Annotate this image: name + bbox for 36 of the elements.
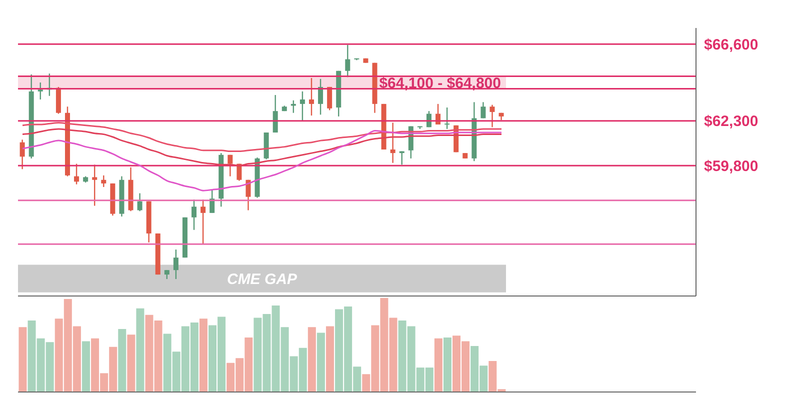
bar — [127, 334, 136, 392]
candlestick — [101, 174, 106, 188]
bar — [443, 337, 452, 392]
candlestick — [345, 44, 350, 78]
line-series — [22, 122, 502, 152]
candlestick — [38, 82, 43, 100]
candlestick — [192, 198, 197, 230]
candlestick — [308, 77, 314, 116]
candlestick — [300, 90, 305, 122]
band-label: $64,100 - $64,800 — [379, 74, 501, 92]
bar — [82, 341, 90, 392]
bar — [326, 326, 334, 392]
candlestick — [20, 139, 25, 170]
y-tick-label: $62,300 — [704, 113, 758, 130]
bar — [118, 329, 126, 392]
candlestick — [444, 106, 450, 130]
candlestick — [173, 248, 178, 280]
bar — [136, 308, 144, 392]
candlestick — [210, 189, 215, 214]
bar — [316, 332, 325, 392]
bar — [308, 327, 316, 392]
candlestick — [74, 163, 80, 185]
candlestick — [200, 198, 206, 245]
bar — [434, 338, 442, 392]
candlestick — [390, 122, 396, 164]
y-tick-label: $59,800 — [704, 158, 758, 175]
line-series — [22, 128, 502, 166]
candlestick — [272, 94, 278, 134]
bar — [18, 327, 27, 392]
candlestick — [480, 102, 486, 119]
candlestick — [490, 104, 495, 128]
y-tick-label: $66,600 — [704, 36, 758, 54]
bar — [199, 318, 208, 392]
candlestick — [92, 164, 98, 206]
candlestick — [137, 192, 142, 212]
candlestick — [318, 78, 324, 116]
